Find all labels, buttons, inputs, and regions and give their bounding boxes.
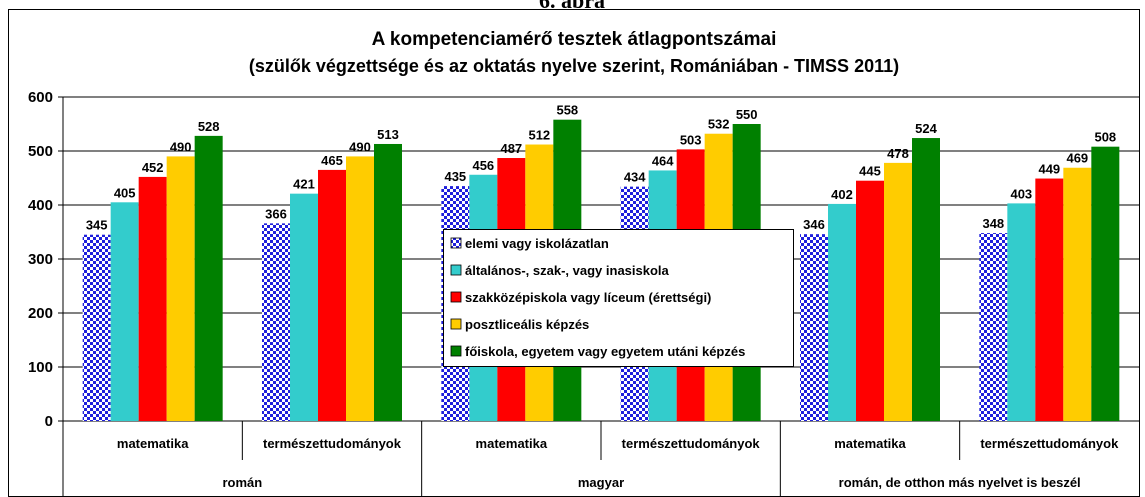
value-label: 550 <box>736 107 758 122</box>
value-label: 348 <box>982 216 1004 231</box>
legend-swatch <box>450 237 462 249</box>
bar <box>800 234 828 421</box>
value-label: 345 <box>86 218 108 233</box>
value-label: 558 <box>556 103 578 118</box>
group-label: román, de otthon más nyelvet is beszél <box>839 475 1081 490</box>
chart-title: A kompetenciamérő tesztek átlagpontszáma… <box>372 29 777 50</box>
legend-label: elemi vagy iskolázatlan <box>465 236 609 251</box>
value-label: 456 <box>472 158 494 173</box>
bar <box>1063 167 1092 421</box>
legend-swatch <box>450 345 462 357</box>
x-tick-label: matematika <box>834 436 906 451</box>
value-label: 503 <box>680 132 702 147</box>
value-label: 524 <box>915 121 937 136</box>
value-label: 435 <box>444 169 466 184</box>
value-label: 464 <box>652 153 674 168</box>
value-label: 402 <box>831 187 853 202</box>
value-label: 490 <box>349 139 371 154</box>
bar <box>262 223 290 421</box>
bar <box>856 180 884 421</box>
bar <box>884 162 912 421</box>
x-tick-label: matematika <box>476 436 548 451</box>
legend-label: posztliceális képzés <box>465 317 589 332</box>
group-label: magyar <box>578 475 624 490</box>
x-tick-label: természettudományok <box>980 436 1119 451</box>
bar <box>979 233 1008 421</box>
bar <box>194 135 223 421</box>
bar <box>374 143 402 422</box>
value-label: 445 <box>859 164 881 179</box>
value-label: 449 <box>1038 162 1060 177</box>
bar <box>912 138 940 422</box>
bar <box>166 156 195 421</box>
y-tick-label: 400 <box>28 197 53 214</box>
chart-subtitle: (szülők végzettsége és az oktatás nyelve… <box>249 56 899 76</box>
x-tick-label: természettudományok <box>622 436 761 451</box>
value-label: 478 <box>887 146 909 161</box>
value-label: 490 <box>170 139 192 154</box>
bar <box>346 156 374 421</box>
bar <box>290 193 318 421</box>
value-label: 469 <box>1066 151 1088 166</box>
group-label: román <box>222 475 262 490</box>
y-tick-label: 200 <box>28 305 53 322</box>
bar <box>828 203 856 421</box>
legend-label: főiskola, egyetem vagy egyetem utáni kép… <box>465 344 745 359</box>
value-label: 405 <box>114 185 136 200</box>
x-tick-label: természettudományok <box>263 436 402 451</box>
y-tick-label: 0 <box>45 413 53 430</box>
value-label: 346 <box>803 217 825 232</box>
value-label: 465 <box>321 153 343 168</box>
bar <box>138 176 167 421</box>
value-label: 532 <box>708 117 730 132</box>
value-label: 487 <box>500 141 522 156</box>
bar <box>1007 203 1036 421</box>
value-label: 366 <box>265 206 287 221</box>
x-tick-label: matematika <box>117 436 189 451</box>
y-tick-label: 500 <box>28 143 53 160</box>
value-label: 508 <box>1094 130 1116 145</box>
legend-swatch <box>450 318 462 330</box>
value-label: 528 <box>198 119 220 134</box>
y-tick-label: 600 <box>28 89 53 106</box>
legend-swatch <box>450 291 462 303</box>
bar <box>1091 146 1120 421</box>
value-label: 434 <box>624 170 646 185</box>
legend-label: általános-, szak-, vagy inasiskola <box>465 263 670 278</box>
bar <box>1035 178 1064 421</box>
value-label: 403 <box>1010 186 1032 201</box>
bar <box>110 202 139 421</box>
value-label: 512 <box>528 128 550 143</box>
value-label: 513 <box>377 127 399 142</box>
legend-box <box>443 229 794 367</box>
y-tick-label: 300 <box>28 251 53 268</box>
legend-label: szakközépiskola vagy líceum (érettségi) <box>465 290 711 305</box>
bar <box>82 234 111 421</box>
legend-swatch <box>450 264 462 276</box>
value-label: 421 <box>293 177 315 192</box>
value-label: 452 <box>142 160 164 175</box>
bar <box>318 169 346 421</box>
y-tick-label: 100 <box>28 359 53 376</box>
